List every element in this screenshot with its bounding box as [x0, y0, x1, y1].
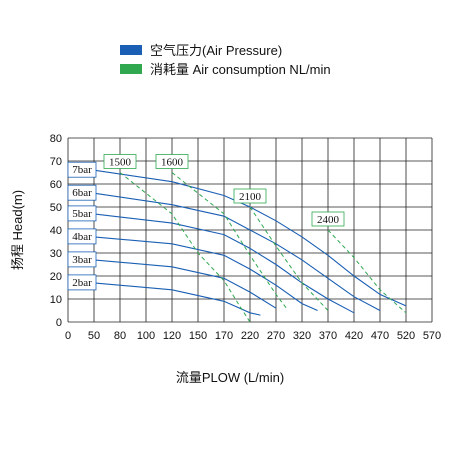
x-tick-label: 120: [163, 330, 181, 342]
consumption-label: 2400: [317, 214, 340, 226]
y-tick-label: 70: [50, 156, 62, 168]
consumption-label: 1600: [161, 157, 184, 169]
x-tick-label: 0: [65, 330, 71, 342]
x-tick-label: 470: [371, 330, 389, 342]
consumption-label: 2100: [239, 191, 262, 203]
pressure-label-box: [67, 184, 97, 201]
pressure-curve: [93, 213, 355, 314]
pressure-label-box: [67, 205, 97, 222]
x-tick-label: 80: [114, 330, 126, 342]
x-tick-label: 50: [88, 330, 100, 342]
pressure-label: 4bar: [72, 231, 92, 243]
y-tick-label: 80: [50, 133, 62, 145]
y-tick-label: 10: [50, 294, 62, 306]
consumption-line: [171, 172, 287, 309]
legend-item-air-pressure: 空气压力(Air Pressure): [120, 40, 331, 59]
y-tick-label: 20: [50, 271, 62, 283]
pressure-label-box: [67, 228, 97, 245]
x-axis-title: 流量PLOW (L/min): [176, 370, 284, 385]
y-tick-label: 30: [50, 248, 62, 260]
pressure-label-box: [67, 274, 97, 291]
pressure-curve: [93, 282, 261, 316]
pressure-label: 6bar: [72, 187, 92, 199]
x-tick-label: 220: [241, 330, 259, 342]
consumption-line: [249, 206, 329, 311]
x-tick-label: 420: [345, 330, 363, 342]
consumption-label-box: [103, 154, 137, 169]
x-tick-label: 370: [319, 330, 337, 342]
pressure-curve: [93, 192, 381, 311]
x-tick-label: 150: [189, 330, 207, 342]
consumption-line: [119, 172, 251, 323]
x-tick-label: 270: [267, 330, 285, 342]
legend-label-air-pressure: 空气压力(Air Pressure): [150, 43, 283, 58]
pressure-label-box: [67, 251, 97, 268]
consumption-label: 1500: [109, 157, 132, 169]
legend-swatch-green: [120, 63, 142, 74]
pressure-curve: [93, 236, 318, 312]
y-axis-title: 扬程 Head(m): [10, 190, 25, 270]
pressure-label: 7bar: [72, 164, 92, 176]
legend: 空气压力(Air Pressure) 消耗量 Air consumption N…: [120, 40, 331, 78]
y-tick-label: 0: [56, 317, 62, 329]
y-tick-label: 50: [50, 202, 62, 214]
consumption-label-box: [155, 154, 189, 169]
x-tick-label: 170: [215, 330, 233, 342]
x-tick-label: 100: [137, 330, 155, 342]
pressure-label-box: [67, 161, 97, 178]
pressure-curve: [93, 259, 277, 309]
pressure-label: 5bar: [72, 208, 92, 220]
consumption-label-box: [233, 188, 267, 204]
legend-swatch-blue: [120, 44, 142, 55]
pressure-curve: [93, 169, 407, 307]
consumption-line: [327, 229, 407, 314]
y-tick-label: 40: [50, 225, 62, 237]
legend-label-air-consumption: 消耗量 Air consumption NL/min: [150, 62, 331, 77]
y-tick-label: 60: [50, 179, 62, 191]
pressure-label: 3bar: [72, 254, 92, 266]
x-tick-label: 520: [397, 330, 415, 342]
x-tick-label: 570: [423, 330, 441, 342]
x-tick-label: 320: [293, 330, 311, 342]
legend-item-air-consumption: 消耗量 Air consumption NL/min: [120, 59, 331, 78]
consumption-label-box: [311, 211, 345, 227]
pressure-label: 2bar: [72, 277, 92, 289]
